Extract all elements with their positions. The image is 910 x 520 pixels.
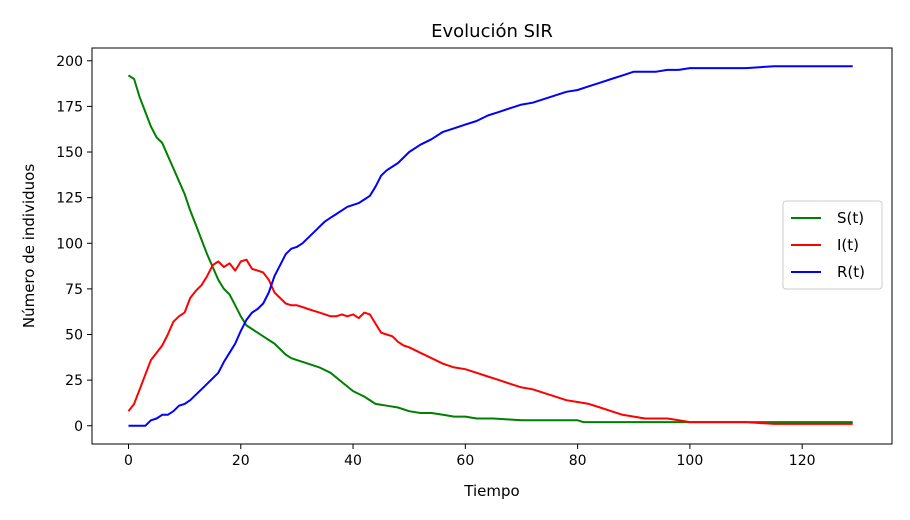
y-tick-label: 200 bbox=[56, 54, 83, 70]
y-tick-label: 150 bbox=[56, 145, 83, 161]
y-tick-label: 25 bbox=[65, 373, 83, 389]
x-tick-label: 40 bbox=[344, 453, 362, 469]
series-line-2 bbox=[128, 65, 853, 427]
x-tick-label: 80 bbox=[569, 453, 587, 469]
y-axis-title: Número de individuos bbox=[20, 164, 38, 328]
series-line-0 bbox=[127, 74, 853, 424]
axes-frame bbox=[91, 47, 893, 445]
x-tick-label: 20 bbox=[232, 453, 250, 469]
x-tick-label: 60 bbox=[456, 453, 474, 469]
legend-label: S(t) bbox=[837, 209, 864, 227]
y-tick-label: 100 bbox=[56, 236, 83, 252]
plot-area bbox=[127, 65, 853, 427]
series-line-1 bbox=[127, 258, 853, 425]
x-tick-label: 120 bbox=[789, 453, 816, 469]
legend: S(t) I(t) R(t) bbox=[782, 200, 883, 290]
legend-label: R(t) bbox=[837, 263, 865, 281]
x-tick-label: 100 bbox=[677, 453, 704, 469]
x-axis-title: Tiempo bbox=[463, 482, 519, 500]
y-tick-label: 0 bbox=[74, 419, 83, 435]
y-tick-label: 50 bbox=[65, 328, 83, 344]
y-tick-label: 75 bbox=[65, 282, 83, 298]
legend-label: I(t) bbox=[837, 236, 859, 254]
y-tick-label: 175 bbox=[56, 99, 83, 115]
x-tick-label: 0 bbox=[124, 453, 133, 469]
chart-title: Evolución SIR bbox=[431, 21, 553, 42]
y-tick-label: 125 bbox=[56, 191, 83, 207]
legend-box bbox=[782, 200, 883, 290]
axes: 0 20 40 60 80 100 120 0 25 50 75 100 125 150 175 200 bbox=[56, 47, 893, 469]
